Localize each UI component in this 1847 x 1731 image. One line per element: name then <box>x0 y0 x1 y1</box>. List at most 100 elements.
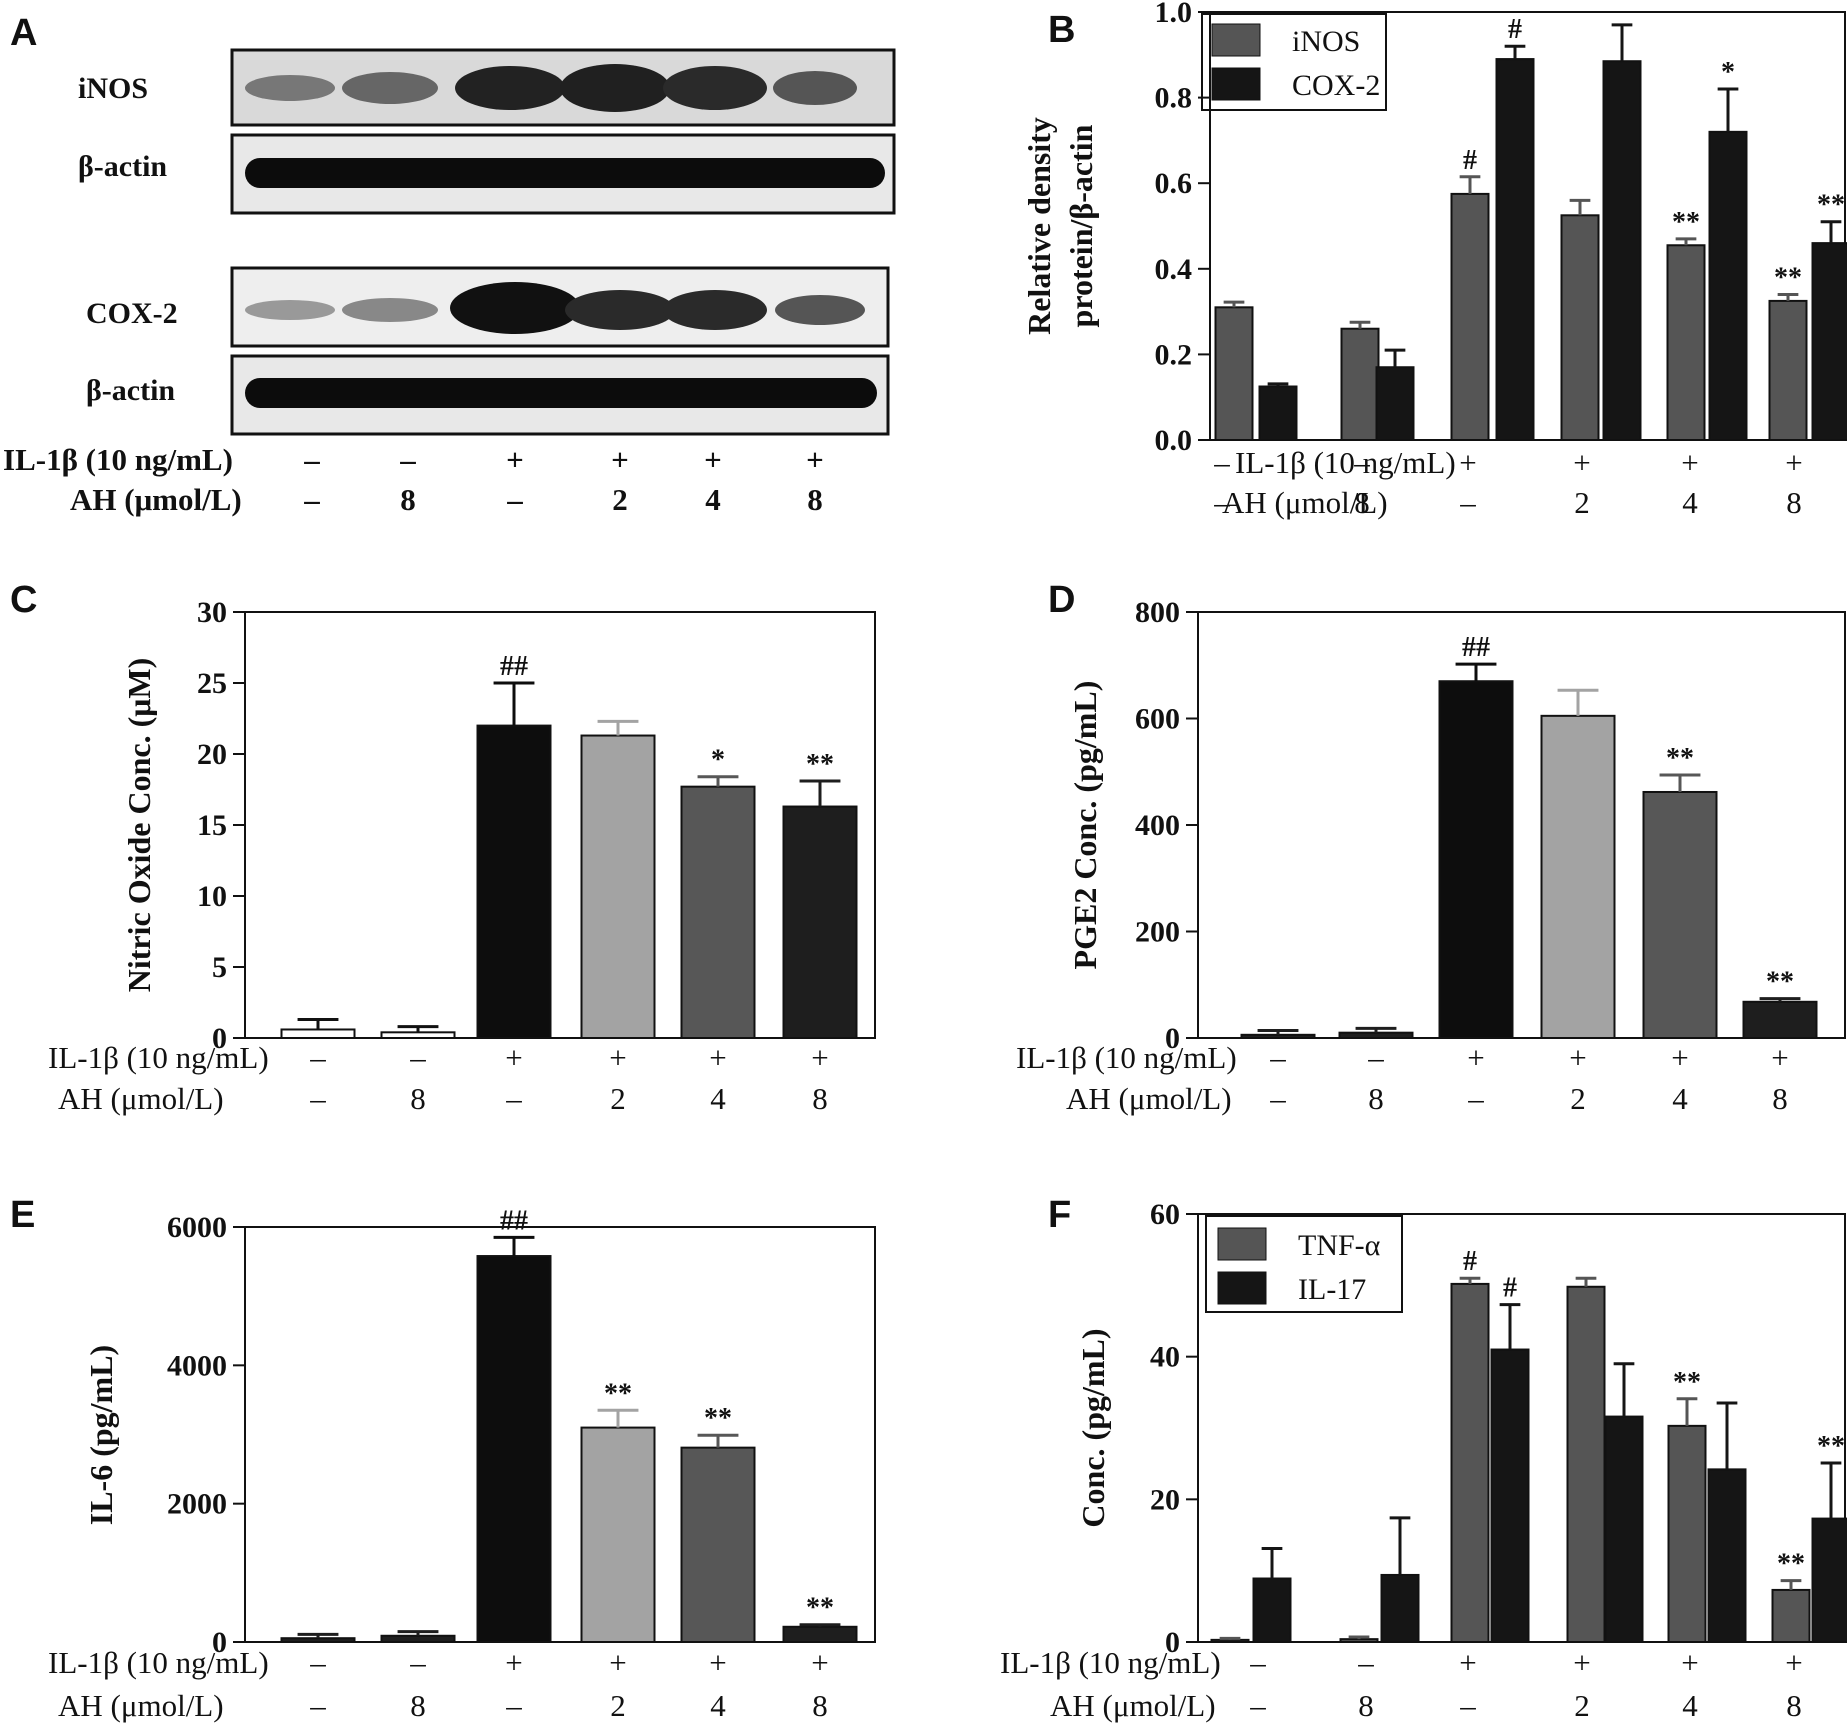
y-tick-label: 1.0 <box>1155 0 1193 29</box>
bar <box>580 1426 656 1644</box>
il1b-mark: + <box>1681 445 1698 480</box>
y-tick-label: 2000 <box>167 1488 227 1521</box>
blot-label-cox2: COX-2 <box>86 297 178 330</box>
plot-frame <box>1197 611 1846 1039</box>
ah-mark: – <box>1467 1081 1484 1116</box>
il1b-mark: + <box>609 1645 626 1680</box>
blot-strip-actin-1 <box>230 133 896 215</box>
significance-mark: ** <box>1766 967 1794 998</box>
blot-ah-mark: – <box>506 482 523 517</box>
ah-mark: – <box>309 1081 326 1116</box>
il1b-mark: + <box>709 1645 726 1680</box>
significance-mark: ** <box>1817 1431 1845 1462</box>
blot-strip-actin-2 <box>230 354 890 436</box>
il1b-mark: + <box>1771 1040 1788 1075</box>
il1b-mark: – <box>409 1645 426 1680</box>
il1b-mark: + <box>811 1040 828 1075</box>
ah-mark: 8 <box>410 1688 426 1723</box>
blot-ah-mark: 8 <box>400 482 416 517</box>
ah-label: AH (μmol/L) <box>58 1081 224 1116</box>
ah-mark: 4 <box>1672 1081 1688 1116</box>
bar <box>1642 790 1718 1039</box>
bar <box>1339 1638 1379 1643</box>
significance-mark: # <box>1508 14 1522 45</box>
y-tick-label: 0.2 <box>1155 338 1193 371</box>
y-axis-label: Conc. (pg/mL) <box>1075 1328 1111 1527</box>
y-tick-label: 0 <box>212 1626 227 1659</box>
significance-mark: # <box>1463 145 1477 176</box>
y-tick-label: 0 <box>212 1022 227 1055</box>
bar <box>280 1028 356 1039</box>
legend-label: TNF-α <box>1298 1229 1381 1262</box>
bar <box>1338 1031 1414 1040</box>
bar <box>1708 130 1748 441</box>
blot-il1b-mark: + <box>806 442 824 477</box>
ah-mark: – <box>505 1081 522 1116</box>
bar <box>1450 192 1490 441</box>
significance-mark: ** <box>1817 190 1845 221</box>
significance-mark: ## <box>500 1205 528 1236</box>
ah-mark: – <box>1269 1081 1286 1116</box>
legend-swatch <box>1211 67 1261 101</box>
plot-frame <box>244 1226 876 1643</box>
il1b-mark: – <box>1249 1645 1266 1680</box>
ah-mark: 8 <box>1772 1081 1788 1116</box>
il1b-mark: + <box>1569 1040 1586 1075</box>
il1b-label: IL-1β (10 ng/mL) <box>48 1040 269 1075</box>
y-axis-label: IL-6 (pg/mL) <box>83 1345 119 1525</box>
relative-density-chart: B 0.0 0.2 0.4 0.6 0.8 1.0 Relative density prot… <box>1021 0 1847 520</box>
significance-mark: ** <box>604 1378 632 1409</box>
significance-mark: ** <box>1666 743 1694 774</box>
y-tick-label: 400 <box>1135 809 1180 842</box>
panel-letter-f: F <box>1048 1194 1071 1236</box>
ah-mark: – <box>1213 485 1230 520</box>
blot-il1b-mark: – <box>399 442 416 477</box>
bar <box>1604 1415 1644 1643</box>
y-tick-label: 20 <box>197 738 227 771</box>
plot-frame <box>244 611 876 1039</box>
blot-il1b-mark: + <box>704 442 722 477</box>
y-tick-label: 0 <box>1165 1022 1180 1055</box>
il1b-mark: + <box>1459 445 1476 480</box>
ah-mark: 8 <box>1358 1688 1374 1723</box>
western-blot-panel: A iNOS β-actin COX-2 β-actin <box>3 12 896 517</box>
bar <box>1811 242 1847 441</box>
il1b-mark: + <box>505 1645 522 1680</box>
il1b-mark: – <box>309 1040 326 1075</box>
blot-il1b-mark: + <box>611 442 629 477</box>
y-tick-label: 0.4 <box>1155 253 1193 286</box>
bar <box>280 1637 356 1643</box>
ah-mark: 8 <box>812 1688 828 1723</box>
bar <box>1240 1033 1316 1040</box>
il1b-mark: – <box>1367 1040 1384 1075</box>
significance-mark: * <box>711 745 725 776</box>
legend-label: COX-2 <box>1292 69 1380 102</box>
bar <box>782 1625 858 1643</box>
il1b-mark: – <box>309 1645 326 1680</box>
il1b-mark: – <box>409 1040 426 1075</box>
ah-mark: 4 <box>1682 485 1698 520</box>
y-tick-label: 5 <box>212 951 227 984</box>
y-tick-label: 4000 <box>167 1349 227 1382</box>
significance-mark: ** <box>704 1403 732 1434</box>
ah-mark: 4 <box>710 1081 726 1116</box>
ah-label: AH (μmol/L) <box>1050 1688 1216 1723</box>
bar <box>1375 366 1415 441</box>
bar <box>1540 714 1616 1040</box>
significance-mark: * <box>1721 57 1735 88</box>
ah-label: AH (μmol/L) <box>1066 1081 1232 1116</box>
ah-mark: – <box>1459 1688 1476 1723</box>
bar <box>476 1255 552 1644</box>
ah-mark: 4 <box>710 1688 726 1723</box>
bar <box>380 1634 456 1644</box>
bar <box>1490 1348 1530 1643</box>
y-axis-label: PGE2 Conc. (pg/mL) <box>1067 681 1103 970</box>
bar <box>1340 327 1380 441</box>
il1b-mark: + <box>1785 1645 1802 1680</box>
ah-mark: – <box>505 1688 522 1723</box>
ah-mark: 8 <box>410 1081 426 1116</box>
significance-mark: # <box>1503 1273 1517 1304</box>
il1b-label: IL-1β (10 ng/mL) <box>48 1645 269 1680</box>
bar <box>1566 1285 1606 1643</box>
blot-label-actin-2: β-actin <box>86 374 175 407</box>
